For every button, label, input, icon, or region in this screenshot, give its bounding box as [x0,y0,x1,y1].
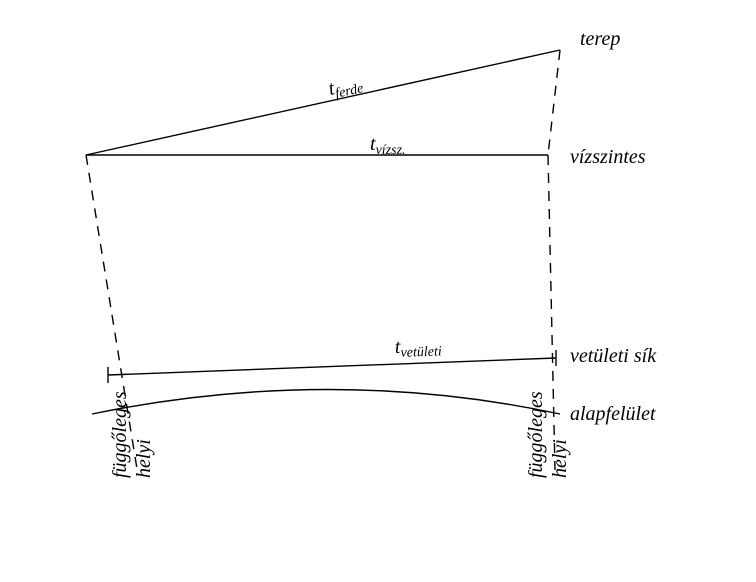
label-helyi-left-2: függőleges [109,391,131,478]
label-helyi-right-1: helyi [549,439,571,478]
label-helyi-left-1: helyi [133,439,155,478]
diagram-canvas: tferde tvízsz. tvetületi terep vízszinte… [0,0,756,582]
terrain-line [86,50,560,155]
right-vertical-dashed [548,155,555,470]
label-t-vizsz: tvízsz. [370,133,406,158]
label-t-vetuleti: tvetületi [394,334,442,361]
label-vetuleti-sik: vetületi sík [570,345,657,367]
label-helyi-right-2: függőleges [525,391,547,478]
label-alapfelulet: alapfelület [570,403,656,425]
label-t-ferde: tferde [326,71,364,102]
right-top-dashed [548,50,560,155]
label-vizszintes: vízszintes [570,146,646,168]
label-terep: terep [580,28,620,50]
projection-line [108,358,556,375]
base-surface-curve [92,390,560,415]
